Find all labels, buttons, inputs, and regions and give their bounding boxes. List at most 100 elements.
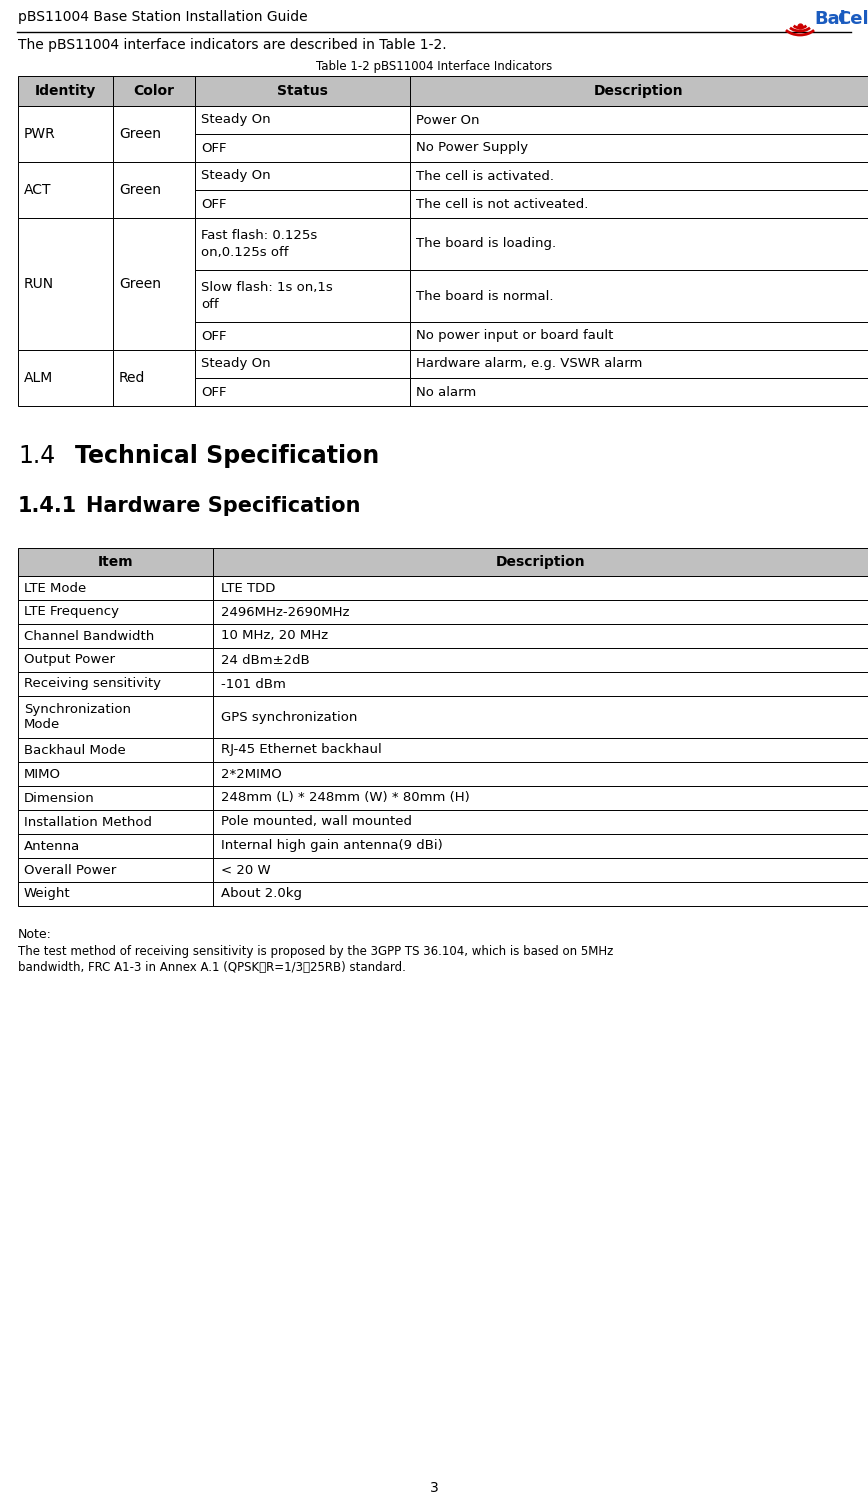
Text: Output Power: Output Power xyxy=(24,653,115,667)
Text: Fast flash: 0.125s
on,0.125s off: Fast flash: 0.125s on,0.125s off xyxy=(201,230,317,259)
Text: PWR: PWR xyxy=(24,127,56,141)
Text: 10 MHz, 20 MHz: 10 MHz, 20 MHz xyxy=(221,629,328,643)
Text: Steady On: Steady On xyxy=(201,113,271,127)
Bar xyxy=(195,106,410,135)
Text: OFF: OFF xyxy=(201,386,227,399)
Text: Installation Method: Installation Method xyxy=(24,815,152,829)
Bar xyxy=(18,857,213,881)
Bar xyxy=(410,378,868,407)
Text: RJ-45 Ethernet backhaul: RJ-45 Ethernet backhaul xyxy=(221,744,382,756)
Text: No alarm: No alarm xyxy=(416,386,477,399)
Bar xyxy=(213,624,868,649)
Text: No Power Supply: No Power Supply xyxy=(416,142,528,154)
Bar xyxy=(410,76,868,106)
Bar xyxy=(113,106,195,162)
Text: Table 1-2 pBS11004 Interface Indicators: Table 1-2 pBS11004 Interface Indicators xyxy=(316,60,552,73)
Bar xyxy=(113,162,195,218)
Text: About 2.0kg: About 2.0kg xyxy=(221,888,302,901)
Text: Green: Green xyxy=(119,127,161,141)
Bar xyxy=(18,762,213,786)
Bar xyxy=(18,810,213,835)
Bar xyxy=(213,810,868,835)
Bar xyxy=(213,762,868,786)
Bar xyxy=(113,218,195,349)
Bar xyxy=(195,322,410,349)
Bar xyxy=(195,218,410,271)
Text: GPS synchronization: GPS synchronization xyxy=(221,711,358,724)
Text: The board is loading.: The board is loading. xyxy=(416,237,556,251)
Text: Internal high gain antenna(9 dBi): Internal high gain antenna(9 dBi) xyxy=(221,839,443,853)
Text: The cell is activated.: The cell is activated. xyxy=(416,169,554,183)
Bar xyxy=(410,322,868,349)
Text: Description: Description xyxy=(496,555,585,569)
Text: < 20 W: < 20 W xyxy=(221,863,271,877)
Text: Note:: Note: xyxy=(18,928,52,940)
Text: Pole mounted, wall mounted: Pole mounted, wall mounted xyxy=(221,815,412,829)
Text: No power input or board fault: No power input or board fault xyxy=(416,330,614,343)
Bar xyxy=(18,738,213,762)
Text: Steady On: Steady On xyxy=(201,357,271,370)
Text: Power On: Power On xyxy=(416,113,479,127)
Bar xyxy=(18,600,213,624)
Bar xyxy=(213,576,868,600)
Bar xyxy=(18,624,213,649)
Bar xyxy=(410,135,868,162)
Bar xyxy=(195,135,410,162)
Bar xyxy=(213,671,868,696)
Text: LTE Frequency: LTE Frequency xyxy=(24,605,119,618)
Bar xyxy=(410,218,868,271)
Text: RUN: RUN xyxy=(24,277,54,290)
Text: Green: Green xyxy=(119,183,161,197)
Text: Status: Status xyxy=(277,85,328,98)
Bar xyxy=(195,191,410,218)
Bar xyxy=(18,835,213,857)
Text: 248mm (L) * 248mm (W) * 80mm (H): 248mm (L) * 248mm (W) * 80mm (H) xyxy=(221,791,470,804)
Bar xyxy=(113,76,195,106)
Text: Backhaul Mode: Backhaul Mode xyxy=(24,744,126,756)
Text: ACT: ACT xyxy=(24,183,51,197)
Text: Hardware alarm, e.g. VSWR alarm: Hardware alarm, e.g. VSWR alarm xyxy=(416,357,642,370)
Bar xyxy=(410,106,868,135)
Text: OFF: OFF xyxy=(201,142,227,154)
Bar xyxy=(18,881,213,906)
Text: Receiving sensitivity: Receiving sensitivity xyxy=(24,677,161,691)
Bar xyxy=(213,881,868,906)
Text: 2496MHz-2690MHz: 2496MHz-2690MHz xyxy=(221,605,350,618)
Bar xyxy=(18,162,113,218)
Bar xyxy=(18,696,213,738)
Text: 1.4.1: 1.4.1 xyxy=(18,496,77,516)
Text: The cell is not activeated.: The cell is not activeated. xyxy=(416,198,589,210)
Text: Green: Green xyxy=(119,277,161,290)
Bar xyxy=(18,349,113,407)
Bar xyxy=(18,76,113,106)
Text: 1.4: 1.4 xyxy=(18,445,56,469)
Text: The test method of receiving sensitivity is proposed by the 3GPP TS 36.104, whic: The test method of receiving sensitivity… xyxy=(18,945,614,959)
Text: Hardware Specification: Hardware Specification xyxy=(86,496,360,516)
Text: OFF: OFF xyxy=(201,198,227,210)
Text: Overall Power: Overall Power xyxy=(24,863,116,877)
Text: Technical Specification: Technical Specification xyxy=(75,445,379,469)
Text: Item: Item xyxy=(98,555,134,569)
Bar xyxy=(195,271,410,322)
Bar xyxy=(18,547,213,576)
Text: -101 dBm: -101 dBm xyxy=(221,677,286,691)
Bar xyxy=(195,162,410,191)
Bar xyxy=(213,857,868,881)
Bar xyxy=(213,738,868,762)
Bar xyxy=(213,696,868,738)
Bar xyxy=(410,191,868,218)
Text: pBS11004 Base Station Installation Guide: pBS11004 Base Station Installation Guide xyxy=(18,11,307,24)
Text: Weight: Weight xyxy=(24,888,70,901)
Bar xyxy=(410,271,868,322)
Bar xyxy=(195,76,410,106)
Bar xyxy=(18,106,113,162)
Bar xyxy=(410,162,868,191)
Text: Bai: Bai xyxy=(814,11,845,29)
Text: ALM: ALM xyxy=(24,370,53,386)
Text: Dimension: Dimension xyxy=(24,791,95,804)
Text: Steady On: Steady On xyxy=(201,169,271,183)
Text: Description: Description xyxy=(595,85,684,98)
Text: LTE Mode: LTE Mode xyxy=(24,582,86,594)
Bar xyxy=(213,786,868,810)
Bar xyxy=(18,671,213,696)
